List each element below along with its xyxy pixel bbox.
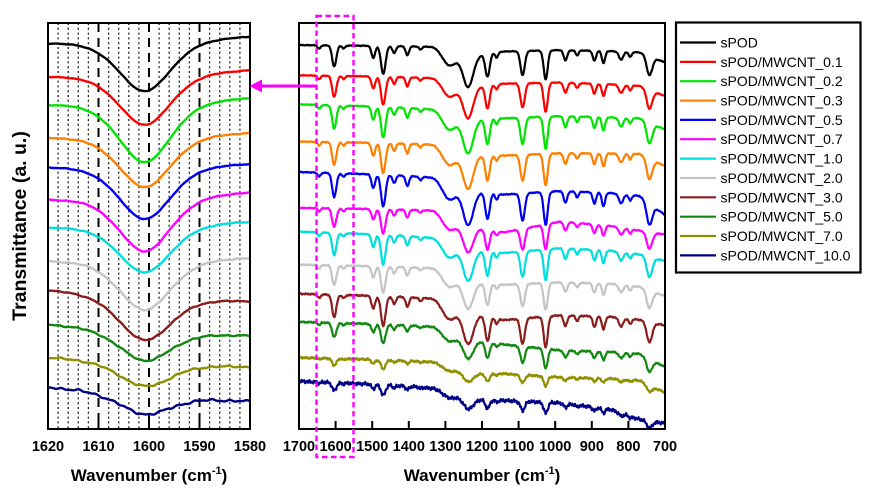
svg-text:sPOD: sPOD bbox=[721, 35, 758, 51]
svg-text:Wavenumber (cm-1): Wavenumber (cm-1) bbox=[71, 465, 228, 485]
svg-text:sPOD/MWCNT_0.5: sPOD/MWCNT_0.5 bbox=[721, 112, 843, 128]
svg-text:sPOD/MWCNT_0.3: sPOD/MWCNT_0.3 bbox=[721, 93, 843, 109]
svg-text:Wavenumber (cm-1): Wavenumber (cm-1) bbox=[404, 465, 561, 485]
svg-text:1500: 1500 bbox=[356, 439, 388, 455]
svg-text:1620: 1620 bbox=[32, 439, 64, 455]
svg-text:sPOD/MWCNT_3.0: sPOD/MWCNT_3.0 bbox=[721, 189, 843, 205]
svg-text:1610: 1610 bbox=[82, 439, 114, 455]
svg-text:1400: 1400 bbox=[393, 439, 425, 455]
svg-text:1600: 1600 bbox=[319, 439, 351, 455]
svg-text:1600: 1600 bbox=[133, 439, 165, 455]
svg-text:Transmittance (a. u.): Transmittance (a. u.) bbox=[9, 131, 31, 321]
svg-text:900: 900 bbox=[580, 439, 604, 455]
svg-text:sPOD/MWCNT_0.7: sPOD/MWCNT_0.7 bbox=[721, 131, 843, 147]
svg-text:1590: 1590 bbox=[183, 439, 215, 455]
svg-text:sPOD/MWCNT_10.0: sPOD/MWCNT_10.0 bbox=[721, 247, 851, 263]
svg-text:1300: 1300 bbox=[429, 439, 461, 455]
svg-text:sPOD/MWCNT_7.0: sPOD/MWCNT_7.0 bbox=[721, 228, 843, 244]
svg-text:1200: 1200 bbox=[466, 439, 498, 455]
svg-text:800: 800 bbox=[616, 439, 640, 455]
svg-text:1580: 1580 bbox=[234, 439, 266, 455]
svg-text:1100: 1100 bbox=[503, 439, 534, 455]
svg-text:sPOD/MWCNT_1.0: sPOD/MWCNT_1.0 bbox=[721, 151, 843, 167]
svg-text:sPOD/MWCNT_0.2: sPOD/MWCNT_0.2 bbox=[721, 73, 843, 89]
svg-text:sPOD/MWCNT_5.0: sPOD/MWCNT_5.0 bbox=[721, 209, 843, 225]
svg-text:sPOD/MWCNT_0.1: sPOD/MWCNT_0.1 bbox=[721, 54, 843, 70]
svg-text:1700: 1700 bbox=[283, 439, 315, 455]
svg-text:1000: 1000 bbox=[539, 439, 571, 455]
svg-text:sPOD/MWCNT_2.0: sPOD/MWCNT_2.0 bbox=[721, 170, 843, 186]
svg-text:700: 700 bbox=[653, 439, 677, 455]
